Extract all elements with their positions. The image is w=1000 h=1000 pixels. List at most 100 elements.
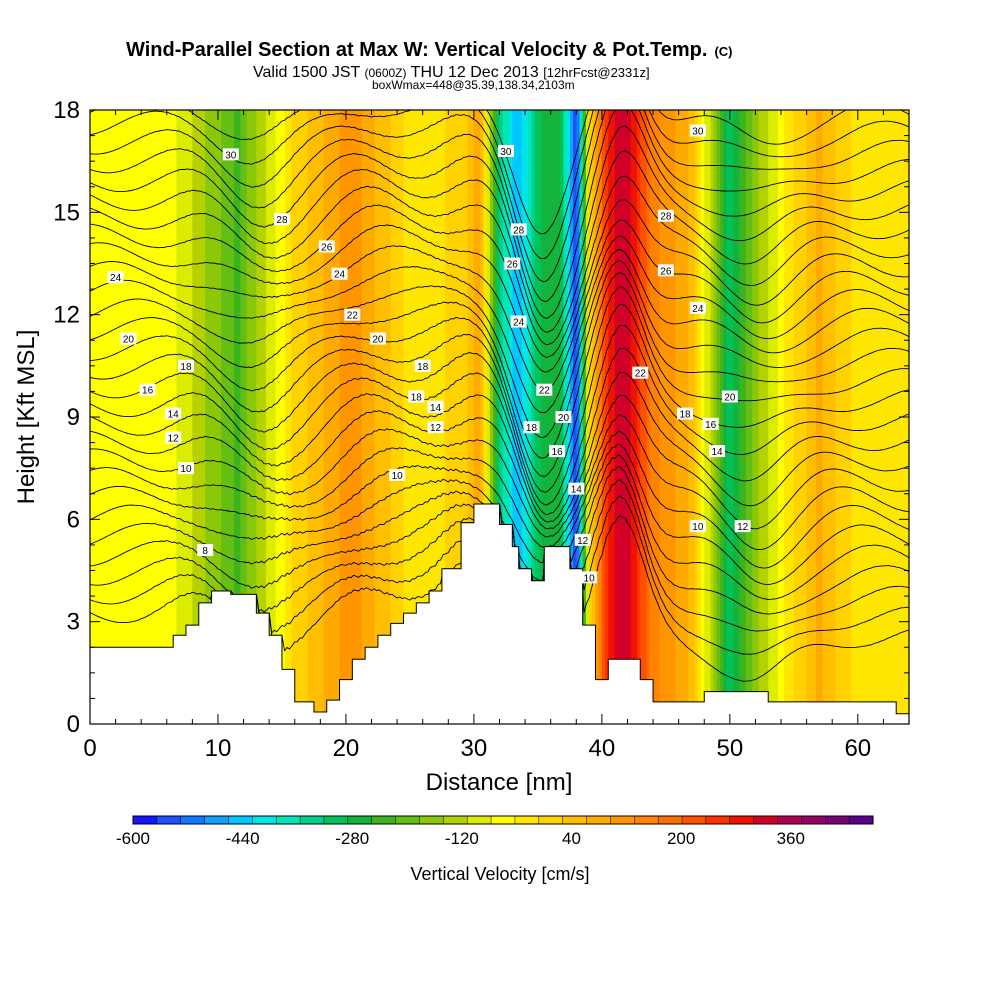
velocity-cell: [550, 110, 555, 724]
colorbar-swatch: [156, 816, 182, 824]
velocity-cell: [467, 110, 472, 724]
velocity-cell: [192, 110, 197, 724]
velocity-cell: [121, 110, 126, 724]
velocity-cell: [106, 110, 110, 724]
isentrope-label: 24: [331, 267, 348, 281]
velocity-cell: [893, 110, 897, 724]
svg-text:24: 24: [692, 304, 704, 315]
velocity-cell: [829, 110, 833, 724]
svg-text:18: 18: [411, 393, 423, 404]
velocity-cell: [445, 110, 449, 724]
chart-subsubtitle: boxWmax=448@35.39,138.34,2103m: [372, 78, 575, 92]
isentrope-line: [90, 199, 909, 373]
velocity-cell: [537, 110, 542, 724]
velocity-cell: [230, 110, 235, 724]
velocity-cell: [374, 110, 379, 724]
colorbar-swatch: [276, 816, 301, 824]
velocity-cell: [435, 110, 440, 724]
velocity-cell: [473, 110, 478, 724]
velocity-cell: [125, 110, 129, 724]
velocity-cell: [281, 110, 286, 724]
isentrope-label: 18: [677, 407, 694, 421]
velocity-cell: [317, 110, 321, 724]
isentrope-label: 14: [568, 482, 585, 496]
svg-text:18: 18: [526, 423, 538, 434]
isentrope-line: [90, 235, 909, 414]
valid-time: Valid 1500 JST: [253, 64, 361, 81]
velocity-cell: [848, 110, 853, 724]
forecast-info: [12hrFcst@2331z]: [543, 65, 649, 80]
velocity-cell: [486, 110, 491, 724]
velocity-cell: [896, 110, 900, 724]
svg-text:30: 30: [692, 126, 704, 137]
isentrope-label: 20: [369, 332, 386, 346]
velocity-cell: [777, 110, 782, 724]
velocity-cell: [873, 110, 878, 724]
velocity-cell: [342, 110, 347, 724]
svg-text:16: 16: [142, 386, 154, 397]
velocity-cell: [409, 110, 414, 724]
velocity-cell: [880, 110, 885, 724]
velocity-cell: [294, 110, 299, 724]
velocity-cell: [160, 110, 165, 724]
velocity-cell: [838, 110, 843, 724]
velocity-cell: [640, 110, 645, 724]
velocity-cell: [201, 110, 206, 724]
svg-text:10: 10: [180, 464, 192, 475]
velocity-cell: [611, 110, 616, 724]
velocity-cell: [205, 110, 209, 724]
isentrope-line: [90, 286, 909, 493]
svg-text:10: 10: [692, 522, 704, 533]
velocity-cell: [326, 110, 331, 724]
velocity-cell: [809, 110, 814, 724]
isentrope-line: [90, 347, 909, 523]
velocity-cell: [313, 110, 318, 724]
velocity-cell: [595, 110, 600, 724]
title-mark: (C): [714, 44, 732, 59]
colorbar-label: Vertical Velocity [cm/s]: [410, 864, 589, 884]
velocity-cell: [752, 110, 757, 724]
velocity-cell: [793, 110, 798, 724]
isentrope-label: 20: [120, 332, 137, 346]
colorbar-swatch: [514, 816, 540, 824]
colorbar-tick-label: -120: [445, 829, 479, 848]
colorbar-swatch: [849, 816, 874, 824]
velocity-cell: [377, 110, 382, 724]
colorbar-swatch: [467, 816, 492, 824]
velocity-cell: [102, 110, 107, 724]
isentrope-label: 12: [427, 421, 444, 434]
isentrope-label: 10: [177, 462, 194, 475]
velocity-cell: [483, 110, 488, 724]
velocity-cell: [589, 110, 593, 724]
svg-text:12: 12: [737, 522, 749, 533]
velocity-cell: [243, 110, 248, 724]
velocity-cell: [307, 110, 312, 724]
velocity-cell: [345, 110, 350, 724]
velocity-cell: [259, 110, 264, 724]
velocity-cell: [518, 110, 523, 724]
x-axis-label: Distance [nm]: [426, 769, 573, 796]
velocity-cell: [701, 110, 705, 724]
colorbar-swatch: [491, 816, 516, 824]
velocity-cell: [854, 110, 859, 724]
isentrope-line: [90, 260, 909, 459]
velocity-cell: [582, 110, 587, 724]
velocity-cell: [128, 110, 133, 724]
velocity-cell: [787, 110, 792, 724]
velocity-cell: [870, 110, 875, 724]
velocity-cell: [150, 110, 155, 724]
velocity-cell: [726, 110, 731, 724]
velocity-cell: [736, 110, 741, 724]
colorbar-swatch: [801, 816, 826, 824]
x-tick-label: 10: [205, 735, 232, 762]
velocity-cell: [336, 110, 341, 724]
velocity-cell: [710, 110, 715, 724]
velocity-cell: [665, 110, 670, 724]
isentrope-label: 22: [632, 366, 649, 380]
velocity-cell: [857, 110, 862, 724]
velocity-cell: [147, 110, 152, 724]
velocity-cell: [329, 110, 334, 724]
velocity-cell: [819, 110, 824, 724]
velocity-cell: [240, 110, 245, 724]
